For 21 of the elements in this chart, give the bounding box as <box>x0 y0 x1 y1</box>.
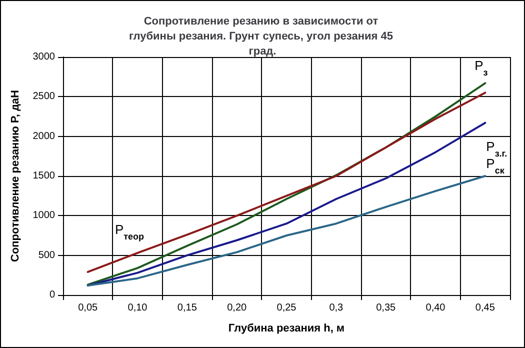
y-tick-label: 0 <box>49 290 56 300</box>
x-tick-label: 0,25 <box>276 302 297 314</box>
y-axis-title: Сопротивление резанию P, даН <box>10 90 22 262</box>
line-series <box>86 122 486 286</box>
chart-title: Сопротивление резанию в зависимости от глубины резания. Грунт супесь, угол резания 45 град. <box>128 16 396 58</box>
y-tick-label: 1500 <box>32 170 56 182</box>
x-axis-title: Глубина резания h, м <box>228 322 345 334</box>
x-tick-label: 0,10 <box>128 302 148 314</box>
x-tick-label: 0,15 <box>177 302 198 314</box>
x-tick-label: 0,20 <box>227 302 247 314</box>
y-tick-label: 2000 <box>32 130 56 142</box>
y-tick-label: 3000 <box>32 52 56 62</box>
x-tick-label: 0,3 <box>329 302 344 314</box>
x-tick-label: 0,05 <box>78 302 98 314</box>
x-tick-label: 0,40 <box>426 302 446 314</box>
y-tick-label: 500 <box>38 250 56 261</box>
line-series <box>86 175 486 286</box>
x-tick-label: 0,35 <box>376 302 396 314</box>
y-tick-label: 1000 <box>32 210 56 222</box>
y-tick-label: 2500 <box>32 91 56 102</box>
x-tick-label: 0,45 <box>475 302 496 314</box>
